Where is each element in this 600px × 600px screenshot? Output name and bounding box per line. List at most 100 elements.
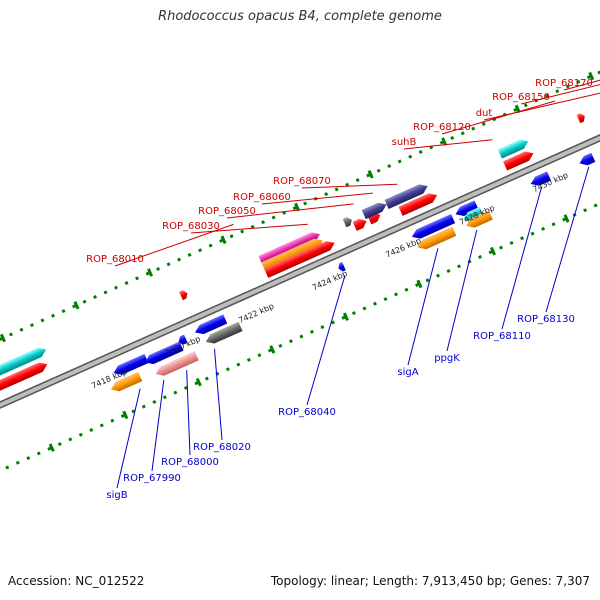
forward-gene-label[interactable]: ROP_68060 [233, 192, 291, 203]
major-tick-bottom [122, 410, 129, 420]
rail-dot-bottom [530, 231, 535, 236]
rail-dot-bottom [78, 432, 83, 437]
rail-dot-bottom [68, 437, 73, 442]
forward-gene-label[interactable]: ROP_68170 [535, 78, 593, 89]
forward-gene-label[interactable]: suhB [392, 137, 417, 148]
reverse-leader-line [306, 275, 346, 406]
forward-gene-label[interactable]: ROP_68010 [86, 254, 144, 265]
major-tick-bottom [416, 279, 423, 289]
forward-gene-glyph[interactable] [497, 137, 530, 159]
rail-dot-bottom [551, 222, 556, 227]
rail-dot-bottom [183, 385, 188, 390]
reverse-gene-glyph[interactable] [410, 214, 456, 241]
major-tick-top [73, 301, 80, 310]
rail-dot-top [19, 327, 24, 332]
forward-gene-glyph[interactable] [0, 345, 48, 383]
rail-dot-top [271, 215, 276, 220]
forward-gene-glyph[interactable] [0, 360, 49, 396]
rail-dot-bottom [246, 357, 251, 362]
rail-dot-bottom [36, 451, 41, 456]
forward-gene-label[interactable]: ROP_68030 [162, 221, 220, 232]
rail-dot-bottom [236, 362, 241, 367]
reverse-gene-glyph[interactable] [109, 371, 143, 394]
reverse-gene-glyph[interactable] [464, 210, 493, 230]
rail-dot-top [408, 154, 413, 159]
forward-gene-label[interactable]: ROP_68050 [198, 206, 256, 217]
rail-dot-bottom [257, 353, 262, 358]
forward-gene-glyph[interactable] [179, 289, 189, 301]
rail-dot-bottom [110, 418, 115, 423]
rail-dot-bottom [299, 334, 304, 339]
reverse-gene-label[interactable]: ROP_68110 [473, 331, 531, 342]
reverse-leader-line [151, 380, 165, 472]
reverse-gene-label[interactable]: ppgK [434, 353, 460, 364]
reverse-gene-label[interactable]: sigA [397, 367, 418, 378]
rail-dot-top [450, 136, 455, 140]
major-tick-top [0, 333, 6, 343]
rail-dot-bottom [204, 376, 209, 381]
reverse-leader-line [446, 229, 478, 352]
major-tick-top [588, 71, 595, 81]
rail-dot-top [576, 79, 581, 84]
forward-gene-label[interactable]: ROP_68150 [492, 92, 550, 103]
reverse-gene-glyph[interactable] [416, 226, 457, 252]
rail-dot-top [61, 309, 66, 314]
reverse-gene-label[interactable]: ROP_68040 [278, 407, 336, 418]
major-tick-top [367, 170, 374, 179]
forward-leader-line [190, 223, 308, 234]
reverse-gene-label[interactable]: ROP_68130 [517, 314, 575, 325]
rail-dot-top [103, 290, 108, 295]
rail-dot-top [555, 89, 560, 94]
rail-dot-top [481, 121, 486, 126]
rail-dot-top [166, 262, 171, 267]
major-tick-bottom [48, 443, 55, 452]
reverse-gene-label[interactable]: ROP_68020 [193, 442, 251, 453]
major-tick-top [147, 268, 154, 277]
reverse-gene-label[interactable]: ROP_67990 [123, 473, 181, 484]
forward-gene-glyph[interactable] [361, 200, 389, 220]
forward-gene-glyph[interactable] [576, 112, 587, 124]
reverse-gene-glyph[interactable] [154, 351, 199, 378]
reverse-gene-glyph[interactable] [177, 334, 188, 346]
forward-gene-label[interactable]: ROP_68070 [273, 176, 331, 187]
rail-dot-top [208, 243, 213, 248]
reverse-gene-glyph[interactable] [204, 321, 243, 347]
rail-dot-bottom [404, 287, 409, 292]
rail-dot-top [303, 201, 308, 206]
accession-label: Accession: NC_012522 [8, 574, 145, 588]
forward-gene-glyph[interactable] [503, 149, 535, 171]
reverse-gene-glyph[interactable] [112, 353, 149, 378]
gene-features [0, 112, 596, 396]
forward-gene-glyph[interactable] [384, 182, 430, 210]
rail-dot-bottom [5, 465, 10, 470]
forward-gene-glyph[interactable] [342, 216, 354, 228]
genome-backbone [0, 0, 600, 464]
rail-dot-top [156, 266, 161, 271]
reverse-gene-glyph[interactable] [143, 341, 184, 367]
forward-leader-line [301, 183, 398, 189]
rail-dot-bottom [26, 456, 31, 461]
reverse-gene-label[interactable]: ROP_68000 [161, 457, 219, 468]
forward-gene-glyph[interactable] [352, 216, 369, 231]
rail-dot-bottom [162, 395, 167, 400]
forward-leader-line [441, 100, 556, 135]
reverse-leader-line [407, 248, 439, 366]
rail-dot-top [471, 126, 476, 131]
reverse-gene-glyph[interactable] [193, 314, 228, 337]
rail-dot-top [376, 168, 381, 173]
rail-dot-top [82, 299, 87, 304]
rail-dot-top [544, 93, 549, 98]
rail-dot-top [387, 164, 392, 169]
reverse-gene-glyph[interactable] [529, 171, 552, 188]
reverse-gene-glyph[interactable] [337, 261, 346, 273]
reverse-gene-glyph[interactable] [578, 152, 596, 168]
forward-gene-glyph[interactable] [398, 190, 440, 216]
forward-gene-label[interactable]: dut [476, 108, 493, 119]
reverse-gene-label[interactable]: sigB [106, 490, 127, 501]
rail-dot-top [229, 234, 234, 239]
forward-gene-label[interactable]: ROP_68120 [413, 122, 471, 133]
reverse-gene-glyph[interactable] [453, 200, 479, 218]
forward-gene-glyph[interactable] [264, 238, 337, 278]
genome-summary: Topology: linear; Length: 7,913,450 bp; … [270, 574, 590, 588]
